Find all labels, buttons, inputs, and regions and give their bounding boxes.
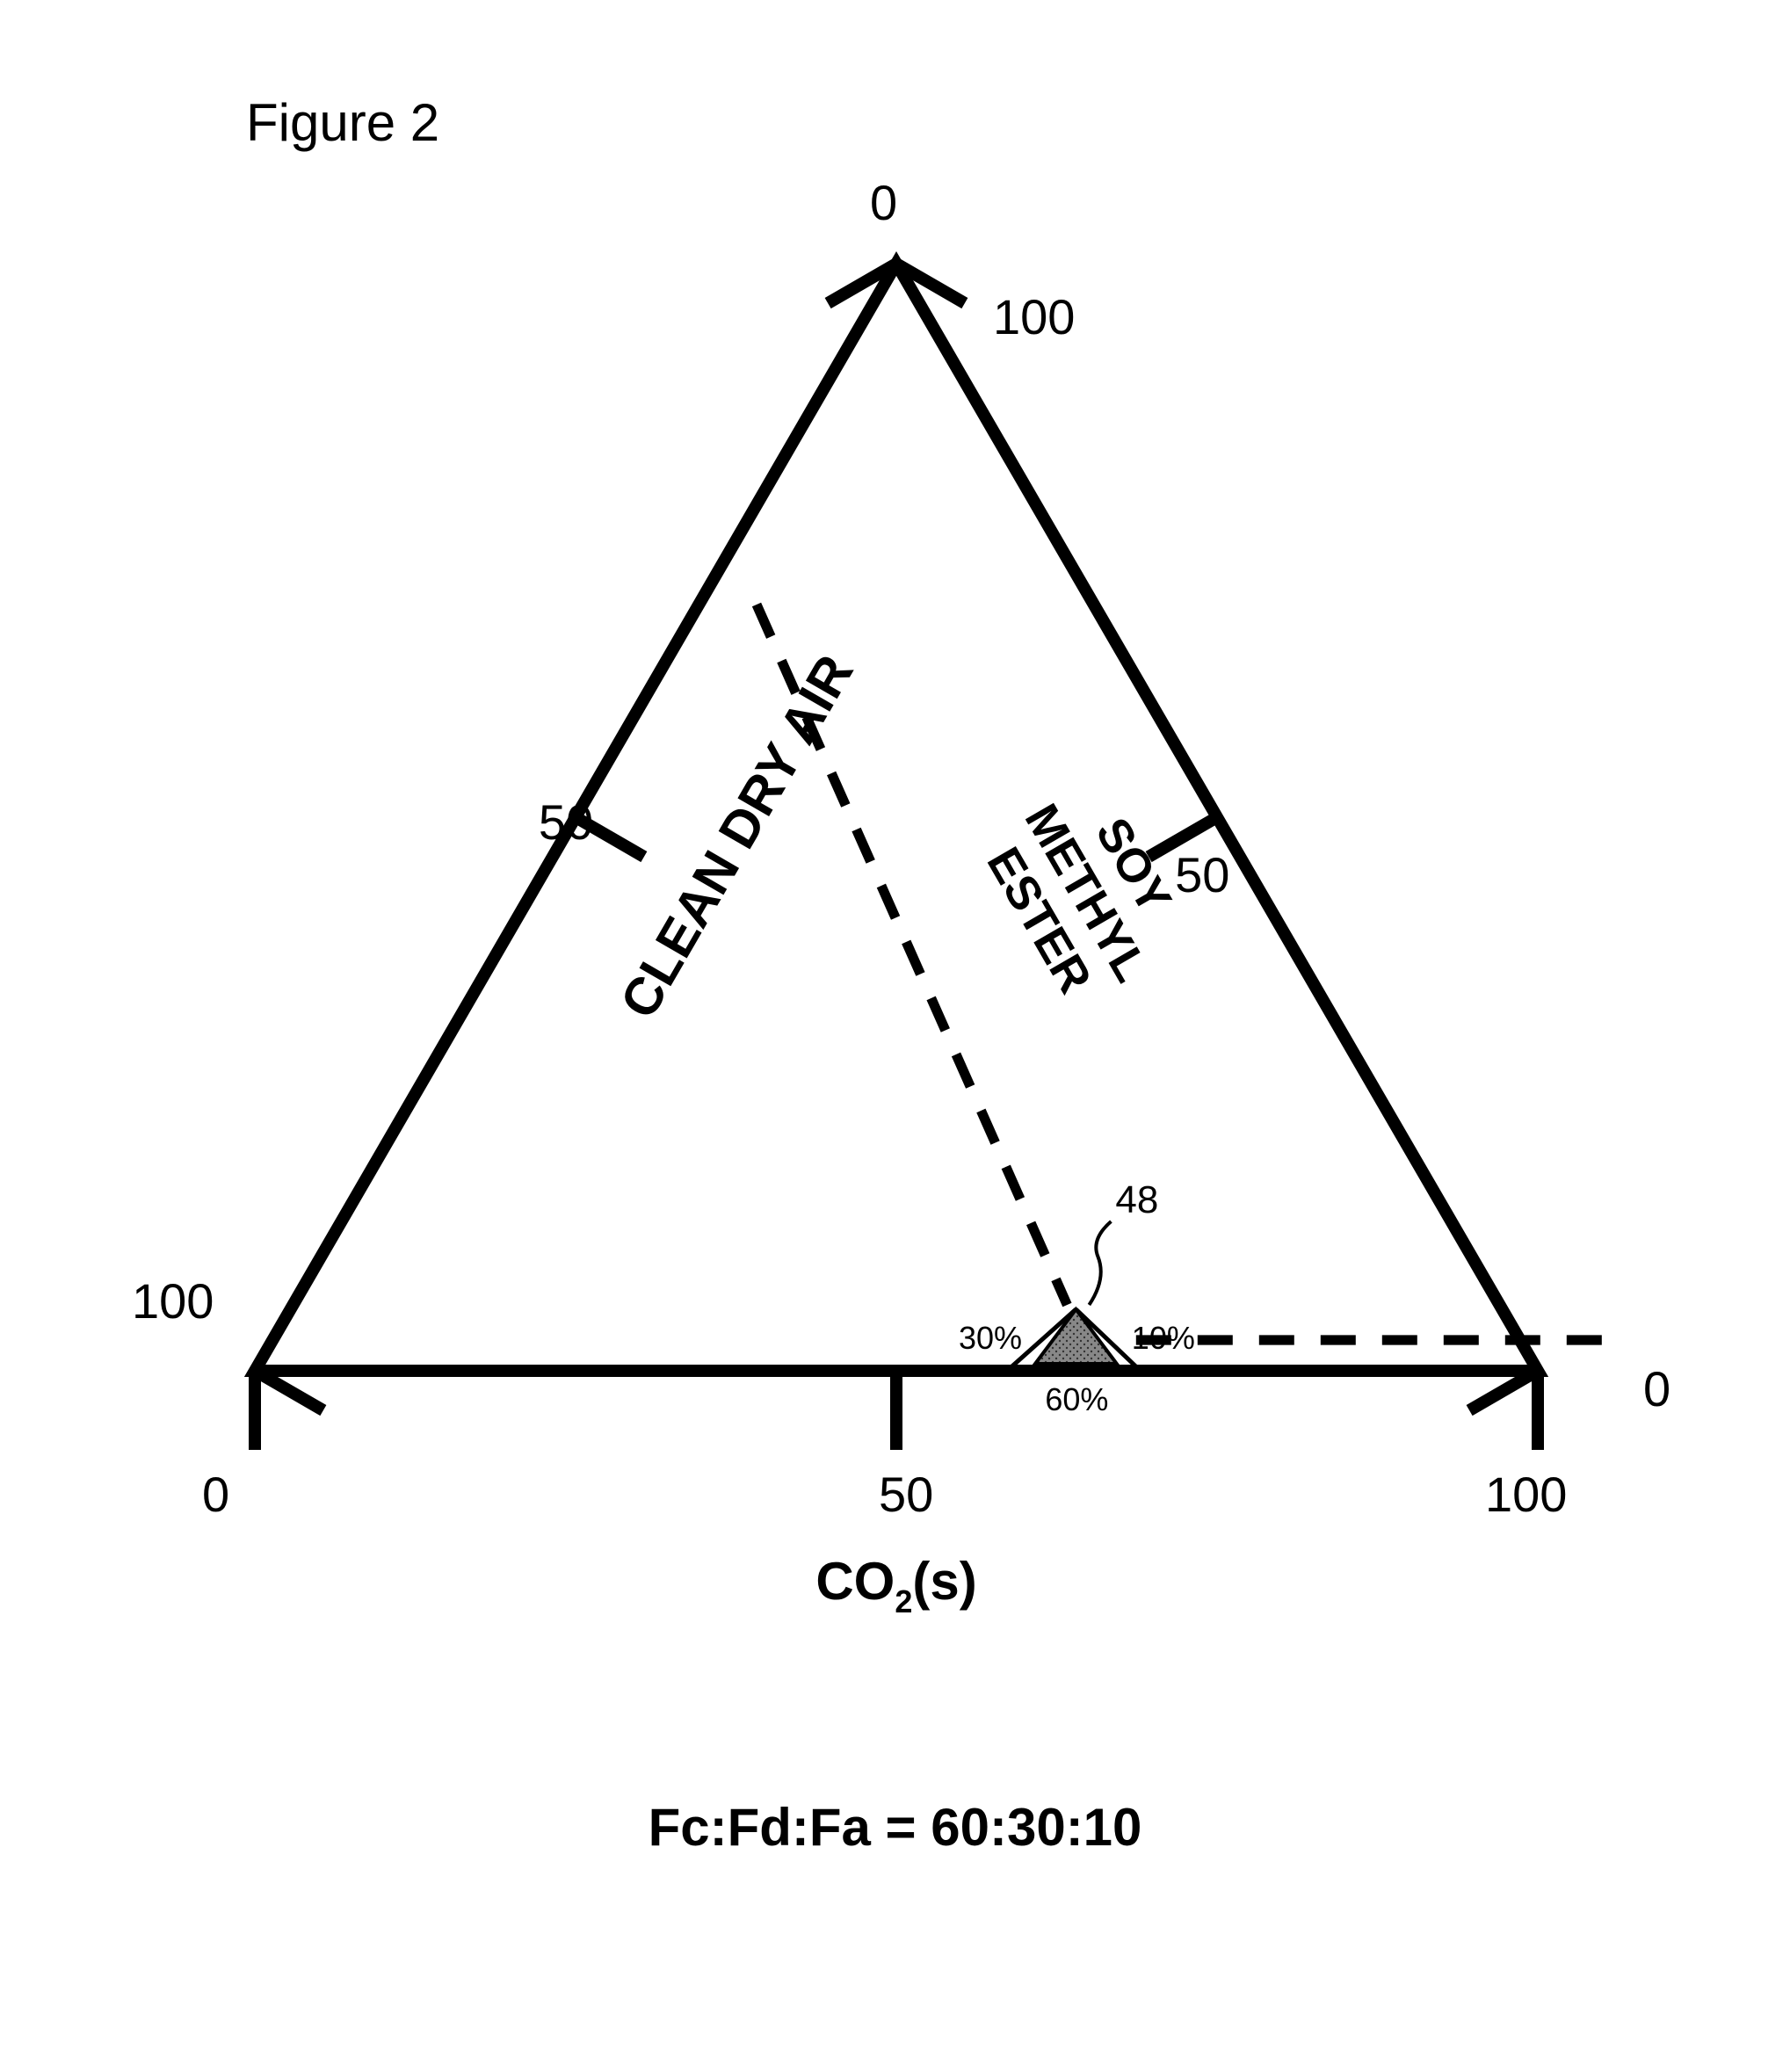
tick-label-right: 0 <box>1643 1361 1670 1416</box>
region-label-right: 10% <box>1132 1320 1195 1356</box>
ternary-diagram: Figure 2050100100500050100CLEAN DRY AIRS… <box>0 0 1790 2072</box>
tick-label-bottom: 100 <box>1485 1467 1567 1522</box>
tick-label-bottom: 0 <box>202 1467 229 1522</box>
figure-title: Figure 2 <box>246 93 439 152</box>
region-label-left: 30% <box>959 1320 1022 1356</box>
tick-label-left: 50 <box>539 794 593 850</box>
tick-label-right: 100 <box>993 289 1075 344</box>
tick-label-left: 100 <box>132 1273 214 1329</box>
region-label-bottom: 60% <box>1045 1381 1108 1417</box>
tick-label-left: 0 <box>870 175 897 230</box>
tick-label-right: 50 <box>1175 847 1229 902</box>
figure-caption: Fc:Fd:Fa = 60:30:10 <box>649 1798 1142 1857</box>
tick-label-bottom: 50 <box>879 1467 933 1522</box>
background <box>0 0 1790 2072</box>
callout-number: 48 <box>1115 1178 1158 1221</box>
